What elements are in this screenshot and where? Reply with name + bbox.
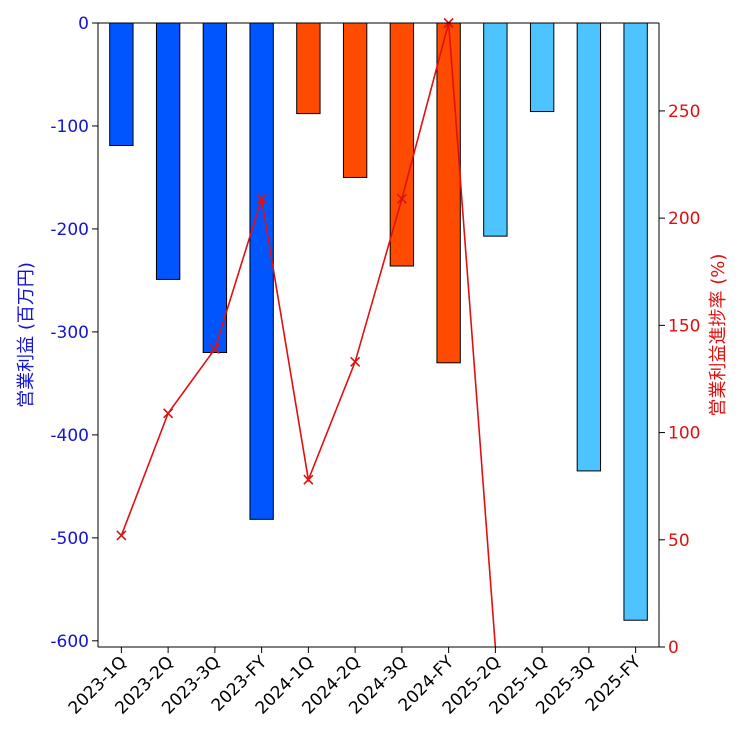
left-tick-label: 0 xyxy=(78,14,89,34)
right-tick-label: 250 xyxy=(668,102,700,122)
bar-2024-FY xyxy=(436,22,461,364)
left-tick-label: -100 xyxy=(50,117,89,137)
progress-marker-2023-3Q xyxy=(209,343,220,355)
progress-marker-2023-1Q xyxy=(116,530,127,541)
bar-2025-3Q xyxy=(576,22,602,472)
progress-marker-2024-2Q xyxy=(350,356,361,367)
bar-2023-2Q xyxy=(155,22,181,280)
right-axis-ticks: 0 50 100 150 200 250 xyxy=(659,102,700,658)
bar-2024-1Q xyxy=(296,22,321,115)
bar-2023-FY xyxy=(249,22,274,520)
bar-2023-1Q xyxy=(109,22,134,147)
left-tick-label: -200 xyxy=(50,220,89,240)
bar-2025-1Q xyxy=(529,22,555,113)
left-tick-label: -400 xyxy=(50,426,89,446)
progress-marker-2023-2Q xyxy=(163,408,174,419)
progress-marker-2024-1Q xyxy=(303,474,314,485)
bar-2025-FY xyxy=(623,22,648,621)
x-axis-ticks: 2023-1Q2023-2Q2023-3Q2023-FY2024-1Q2024-… xyxy=(65,647,646,719)
progress-marker-2024-3Q xyxy=(396,193,407,204)
bar-series xyxy=(109,22,648,621)
progress-line-series xyxy=(116,17,497,648)
bar-2025-2Q xyxy=(483,22,508,237)
axes xyxy=(97,22,660,648)
right-tick-label: 200 xyxy=(668,209,700,229)
left-axis-label: 営業利益 (百万円) xyxy=(16,262,37,408)
right-axis-label: 営業利益進捗率 (%) xyxy=(708,254,729,417)
right-tick-label: 100 xyxy=(668,424,700,444)
progress-marker-2023-FY xyxy=(256,193,267,204)
right-tick-label: 150 xyxy=(668,316,700,336)
right-tick-label: 50 xyxy=(668,531,690,551)
left-axis-ticks: 0 -100 -200 -300 -400 -500 -600 xyxy=(50,14,98,652)
bar-2024-2Q xyxy=(342,22,368,178)
bar-2023-3Q xyxy=(202,22,228,354)
left-tick-label: -500 xyxy=(50,529,89,549)
left-tick-label: -300 xyxy=(50,323,89,343)
left-tick-label: -600 xyxy=(50,632,89,652)
right-tick-label: 0 xyxy=(668,638,679,658)
